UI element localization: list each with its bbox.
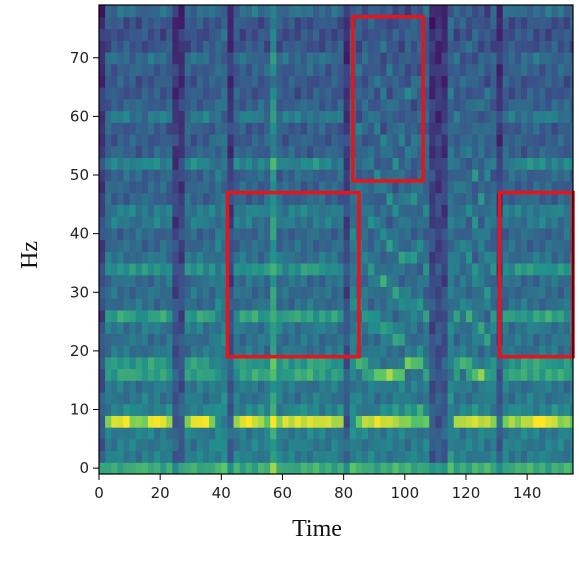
y-tick-label: 50	[70, 166, 89, 184]
x-tick-label: 20	[151, 484, 170, 502]
x-tick-label: 60	[273, 484, 292, 502]
x-tick-label: 80	[334, 484, 353, 502]
x-tick-label: 0	[94, 484, 104, 502]
y-tick-label: 30	[70, 283, 89, 301]
spectrogram-heatmap	[99, 5, 573, 474]
region-mid-frequency-left	[225, 190, 361, 359]
y-tick-label: 10	[70, 401, 89, 419]
x-axis: 0 20 40 60 80 100 120 140	[94, 474, 541, 502]
y-axis-title: Hz	[17, 241, 43, 269]
y-tick-label: 20	[70, 342, 89, 360]
region-high-frequency	[351, 14, 425, 183]
y-tick-label: 60	[70, 107, 89, 125]
plot-frame	[98, 4, 574, 475]
y-tick-label: 70	[70, 49, 89, 67]
x-tick-label: 120	[452, 484, 481, 502]
x-tick-label: 140	[513, 484, 542, 502]
y-tick-label: 0	[79, 459, 89, 477]
y-tick-label: 40	[70, 225, 89, 243]
x-axis-title: Time	[292, 516, 342, 542]
x-tick-label: 100	[390, 484, 419, 502]
x-tick-label: 40	[212, 484, 231, 502]
y-axis: 0 10 20 30 40 50 60 70	[70, 49, 99, 477]
